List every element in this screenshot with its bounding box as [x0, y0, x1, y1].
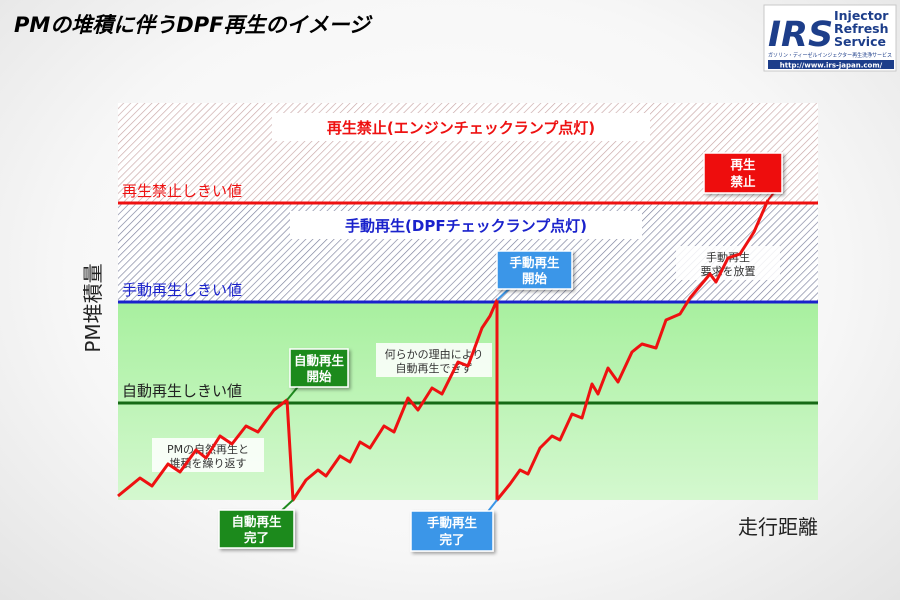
manual-regeneration-done-callout: 手動再生 完了 [410, 499, 498, 552]
diagram-title: PMの堆積に伴うDPF再生のイメージ [14, 13, 373, 37]
svg-text:完了: 完了 [439, 532, 464, 547]
svg-text:開始: 開始 [522, 271, 548, 286]
prohibit-threshold-label: 再生禁止しきい値 [122, 182, 242, 200]
svg-text:自動再生: 自動再生 [294, 353, 345, 368]
pm-accumulation-curve [117, 199, 770, 502]
manual-regeneration-start-callout: 手動再生 開始 [496, 250, 573, 301]
svg-text:自動再生: 自動再生 [231, 514, 282, 529]
logo-tagline: ガソリン・ディーゼルインジェクター再生洗浄サービス [768, 51, 892, 59]
auto-regeneration-start-callout: 自動再生 開始 [286, 348, 349, 401]
logo-line-3: Service [834, 34, 886, 49]
manual-zone-label: 手動再生(DPFチェックランプ点灯) [345, 217, 587, 235]
regeneration-prohibited-callout: 再生 禁止 [703, 152, 783, 201]
logo-mark: IRS [768, 15, 833, 55]
irs-logo: IRS Injector Refresh Service ガソリン・ディーゼルイ… [763, 4, 897, 72]
logo-line-2: Refresh [834, 21, 889, 36]
svg-text:要求を放置: 要求を放置 [701, 264, 756, 278]
auto-threshold-label: 自動再生しきい値 [122, 382, 242, 400]
manual-threshold-label: 手動再生しきい値 [122, 281, 242, 299]
auto-regeneration-failed-note: 何らかの理由により 自動再生できず [376, 343, 492, 377]
logo-line-1: Injector [834, 8, 889, 23]
x-axis-label: 走行距離 [738, 515, 818, 539]
prohibit-zone-label: 再生禁止(エンジンチェックランプ点灯) [327, 119, 595, 137]
y-axis-label: PM堆積量 [81, 263, 105, 352]
svg-text:堆積を繰り返す: 堆積を繰り返す [170, 456, 247, 470]
svg-text:再生: 再生 [730, 157, 756, 172]
svg-text:PMの自然再生と: PMの自然再生と [167, 442, 249, 456]
svg-text:開始: 開始 [306, 369, 332, 384]
svg-text:何らかの理由により: 何らかの理由により [385, 347, 484, 361]
svg-text:禁止: 禁止 [730, 174, 756, 189]
svg-text:手動再生: 手動再生 [427, 515, 478, 530]
auto-regeneration-done-callout: 自動再生 完了 [218, 499, 295, 549]
svg-text:完了: 完了 [244, 530, 269, 545]
logo-url: http://www.irs-japan.com/ [780, 62, 883, 70]
svg-text:手動再生: 手動再生 [509, 255, 560, 270]
manual-request-ignored-note: 手動再生 要求を放置 [676, 246, 780, 280]
